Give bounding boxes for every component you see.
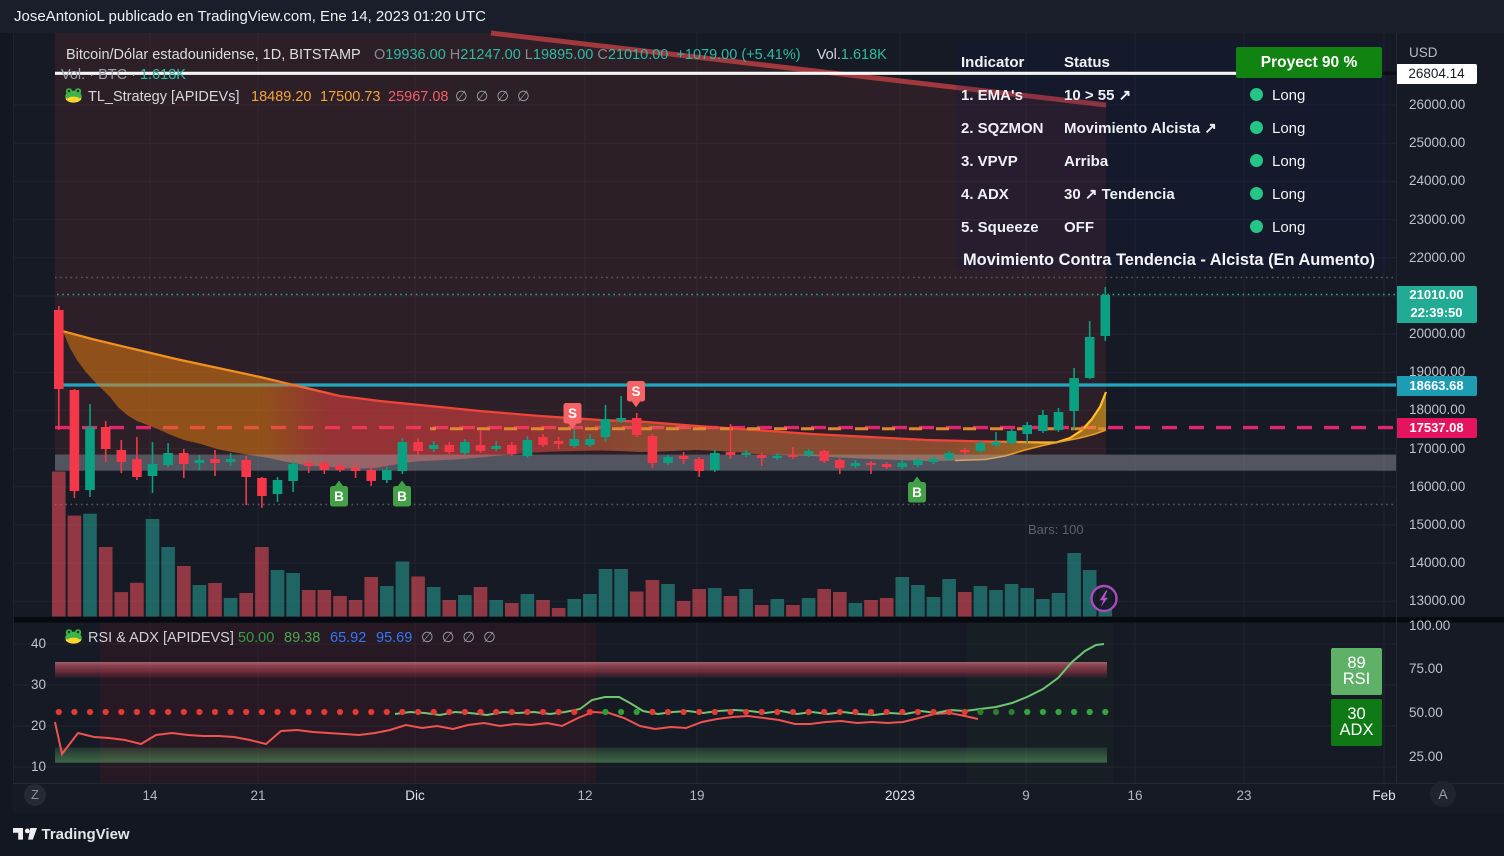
svg-text:B: B — [912, 485, 922, 500]
svg-text:B: B — [334, 489, 344, 504]
svg-text:B: B — [397, 489, 407, 504]
svg-text:S: S — [631, 384, 640, 399]
svg-text:S: S — [568, 406, 577, 421]
